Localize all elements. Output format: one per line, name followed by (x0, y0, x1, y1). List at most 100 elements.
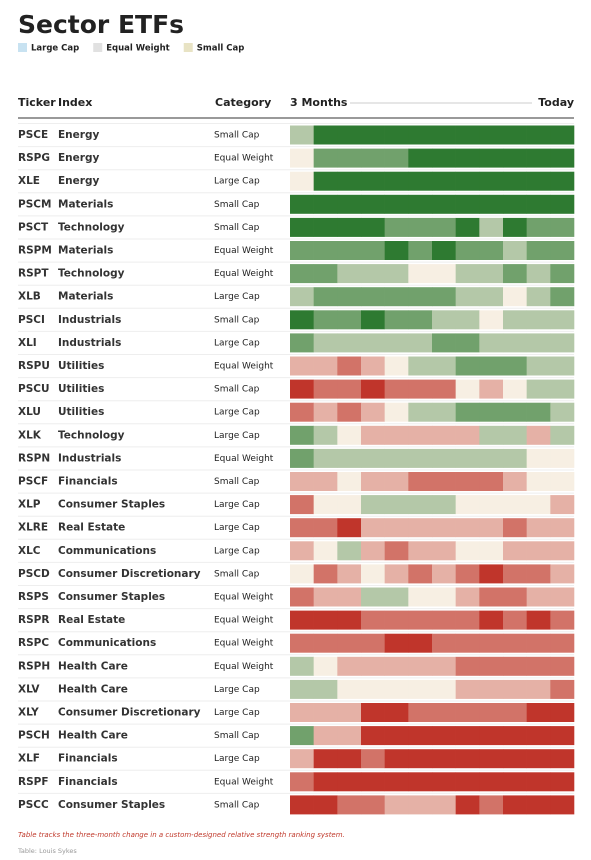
heat-cell (384, 287, 409, 307)
ticker: RSPG (18, 152, 50, 164)
heat-cell (384, 772, 409, 792)
heat-cell (384, 194, 409, 214)
heat-cell (550, 125, 575, 145)
heat-cell (290, 241, 314, 260)
ticker: RSPM (18, 245, 52, 257)
heat-cell (526, 541, 551, 561)
heat-cell (337, 448, 362, 468)
heat-cell (337, 356, 362, 376)
heat-cell (455, 495, 480, 515)
heat-cell (313, 679, 338, 699)
heat-cell (479, 610, 504, 630)
heat-cell (479, 379, 504, 399)
index: Energy (58, 152, 99, 164)
heat-cell (432, 171, 456, 191)
heat-cell (408, 795, 433, 815)
category: Equal Weight (214, 154, 274, 164)
heat-cell (408, 587, 433, 607)
heat-cell (503, 402, 527, 422)
category: Small Cap (214, 569, 260, 579)
category: Large Cap (214, 523, 260, 533)
heat-cell (455, 425, 480, 445)
heat-cell (337, 772, 362, 792)
heat-cell (432, 333, 456, 353)
heat-cell (479, 749, 504, 769)
heat-cell (526, 356, 551, 376)
heat-cell (455, 333, 480, 353)
heat-cell (337, 379, 362, 399)
category: Small Cap (214, 200, 260, 210)
source: Table: Louis Sykes (17, 847, 77, 855)
heat-cell (337, 472, 362, 491)
heat-cell (290, 472, 314, 491)
ticker: RSPR (18, 614, 49, 626)
ticker: PSCF (18, 476, 48, 488)
heat-cell (455, 518, 480, 538)
heat-cell (384, 171, 409, 191)
heat-cell (432, 264, 456, 284)
heat-cell (455, 171, 480, 191)
ticker: RSPS (18, 591, 49, 603)
heat-cell (550, 241, 575, 260)
ticker: XLC (18, 545, 41, 557)
ticker: RSPH (18, 660, 50, 672)
heat-cell (337, 795, 362, 815)
ticker: PSCD (18, 568, 50, 580)
heat-cell (313, 333, 338, 353)
ticker: PSCT (18, 221, 49, 233)
heat-cell (361, 726, 385, 746)
heat-cell (290, 287, 314, 307)
heat-cell (384, 148, 409, 168)
ticker: XLK (18, 429, 42, 441)
heat-cell (432, 495, 456, 515)
heat-cell (290, 518, 314, 538)
index: Materials (58, 291, 113, 303)
heat-cell (361, 518, 385, 538)
heat-cell (455, 356, 480, 376)
heat-cell (337, 264, 362, 284)
heat-cell (479, 472, 504, 491)
heat-cell (361, 333, 385, 353)
index: Financials (58, 476, 118, 488)
heat-cell (408, 356, 433, 376)
category: Large Cap (214, 708, 260, 718)
legend-swatch (18, 43, 27, 52)
heat-cell (503, 703, 527, 722)
category: Equal Weight (214, 269, 274, 279)
heat-cell (408, 310, 433, 330)
heat-cell (337, 148, 362, 168)
ticker: PSCE (18, 129, 48, 141)
category: Equal Weight (214, 777, 274, 787)
heat-cell (384, 587, 409, 607)
index: Utilities (58, 406, 104, 418)
category: Large Cap (214, 546, 260, 556)
heat-cell (455, 656, 480, 676)
heat-cell (526, 518, 551, 538)
heat-cell (479, 541, 504, 561)
heat-cell (479, 448, 504, 468)
heat-cell (455, 472, 480, 491)
heat-cell (455, 610, 480, 630)
heat-cell (455, 564, 480, 584)
heat-cell (479, 633, 504, 653)
heat-cell (384, 749, 409, 769)
heat-cell (432, 241, 456, 260)
ticker: PSCI (18, 314, 45, 326)
heat-cell (455, 587, 480, 607)
heat-cell (479, 402, 504, 422)
heat-cell (290, 795, 314, 815)
index: Energy (58, 175, 99, 187)
ticker: PSCC (18, 799, 49, 811)
heat-cell (361, 656, 385, 676)
header-start: 3 Months (290, 96, 348, 109)
heat-cell (337, 726, 362, 746)
index: Technology (58, 221, 125, 233)
index: Consumer Discretionary (58, 707, 201, 719)
heat-cell (526, 633, 551, 653)
category: Large Cap (214, 408, 260, 418)
index: Financials (58, 776, 118, 788)
heat-cell (479, 772, 504, 792)
heat-cell (503, 171, 527, 191)
legend-label: Equal Weight (106, 44, 170, 54)
heat-cell (408, 448, 433, 468)
